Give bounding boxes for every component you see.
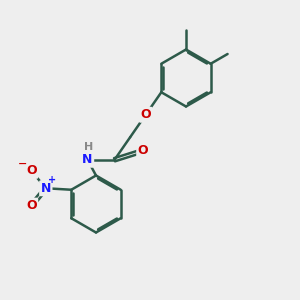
Text: −: − — [18, 159, 28, 169]
Text: O: O — [26, 199, 37, 212]
Text: N: N — [82, 153, 93, 166]
Text: H: H — [84, 142, 94, 152]
Text: +: + — [48, 175, 56, 185]
Text: O: O — [138, 144, 148, 157]
Text: N: N — [40, 182, 51, 195]
Text: O: O — [26, 164, 37, 177]
Text: O: O — [140, 108, 151, 121]
